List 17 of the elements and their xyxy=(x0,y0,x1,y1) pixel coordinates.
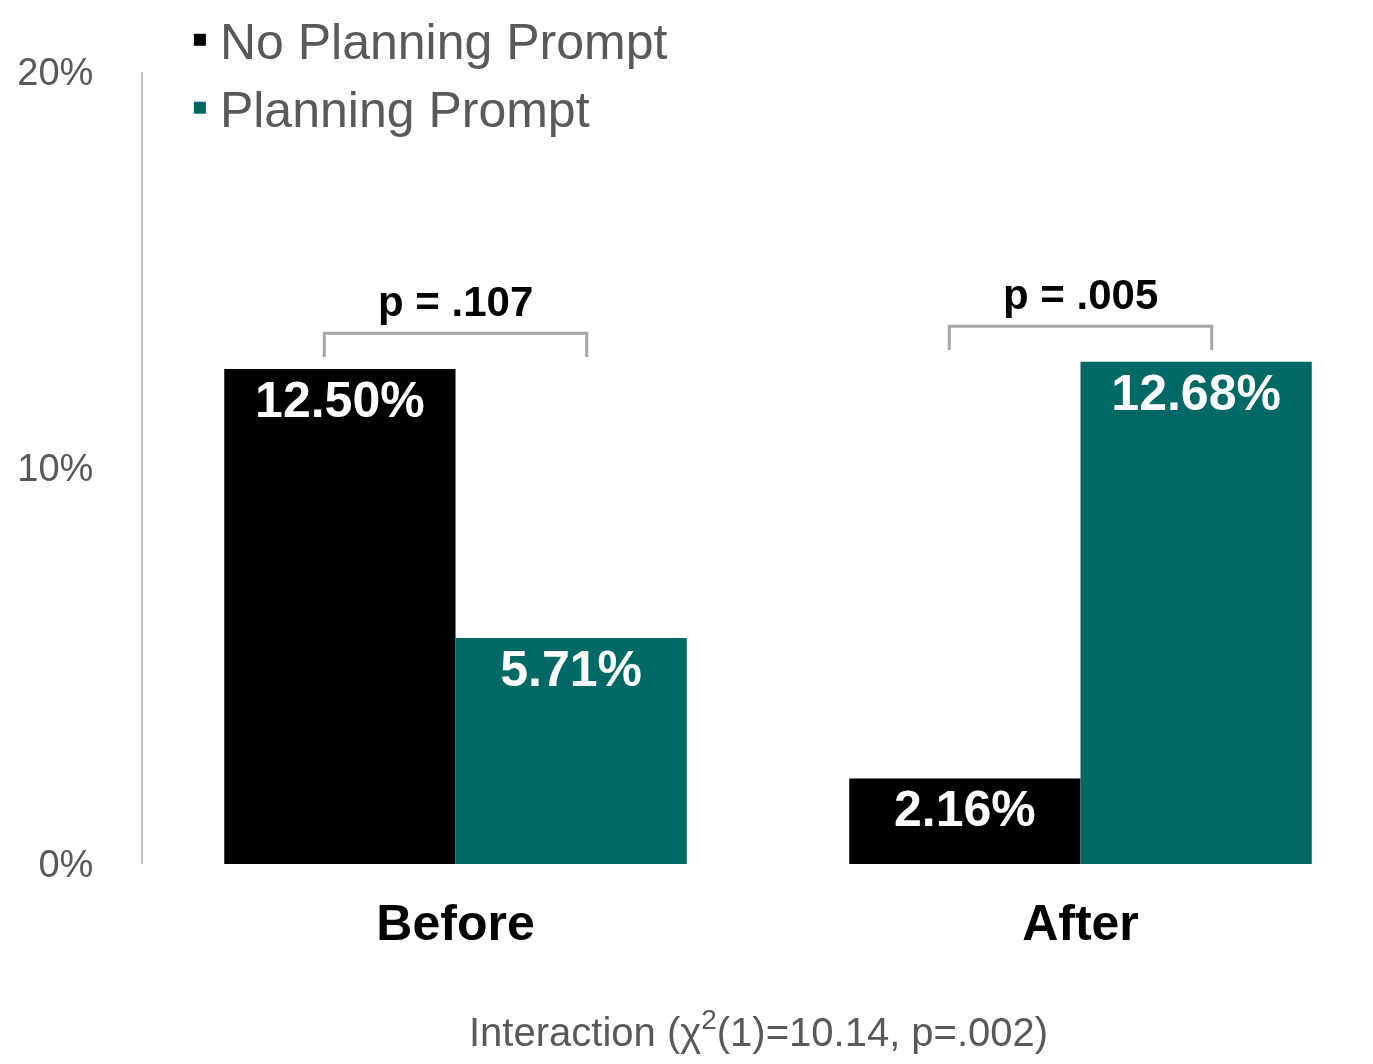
bar xyxy=(1080,361,1312,864)
annotation: p = .005 xyxy=(1003,271,1159,318)
text: Interaction (χ$^{2}$(1)=10.14, p=.002) xyxy=(469,1004,1049,1054)
y-tick-label: 0% xyxy=(38,843,94,886)
legend-label: No Planning Prompt xyxy=(219,14,668,71)
y-tick-label: 20% xyxy=(17,51,94,94)
data-label: 12.68% xyxy=(1111,364,1281,421)
data-label: 12.50% xyxy=(255,372,425,428)
data-label: 2.16% xyxy=(893,781,1036,838)
legend-label: Planning Prompt xyxy=(219,82,590,139)
x-tick-label: After xyxy=(1022,895,1139,951)
y-tick-label: 10% xyxy=(17,447,94,490)
data-label: 5.71% xyxy=(500,640,643,697)
bar xyxy=(224,369,456,864)
annotation: p = .107 xyxy=(378,278,534,325)
x-tick-label: Before xyxy=(376,895,535,951)
bar xyxy=(455,637,687,864)
